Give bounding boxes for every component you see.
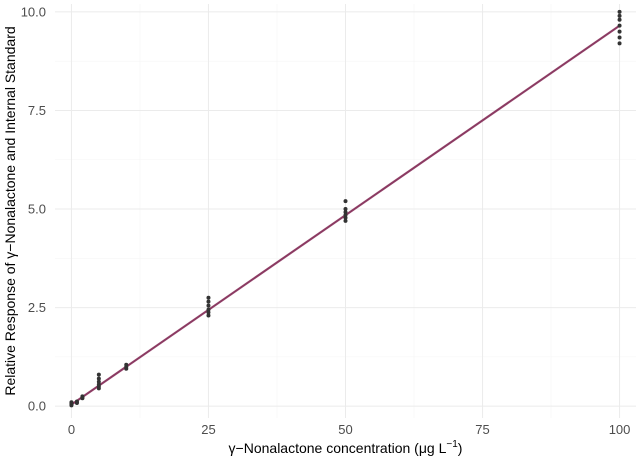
data-point	[343, 207, 348, 212]
data-point	[96, 382, 101, 387]
x-tick-label: 25	[201, 422, 215, 437]
data-point	[124, 362, 129, 367]
data-point	[206, 299, 211, 304]
data-point	[96, 379, 101, 384]
data-point	[617, 35, 622, 40]
data-point	[343, 210, 348, 215]
y-tick-label: 5.0	[28, 202, 46, 217]
y-tick-label: 2.5	[28, 300, 46, 315]
data-points	[69, 9, 622, 408]
x-tick-label: 0	[68, 422, 75, 437]
data-point	[617, 13, 622, 18]
x-axis-title: γ−Nonalactone concentration (μg L−1)	[229, 439, 463, 456]
tick-labels: 0 25 50 75 100 0.0 2.5 5.0 7.5 10.0	[21, 4, 631, 437]
y-tick-label: 7.5	[28, 103, 46, 118]
data-point	[617, 29, 622, 34]
x-axis-title-superscript: −1	[446, 439, 458, 450]
data-point	[343, 215, 348, 220]
x-tick-label: 100	[609, 422, 631, 437]
data-point	[206, 307, 211, 312]
data-point	[206, 303, 211, 308]
data-point	[343, 212, 348, 217]
data-point	[617, 17, 622, 22]
data-point	[96, 372, 101, 377]
data-point	[343, 218, 348, 223]
data-point	[617, 41, 622, 46]
data-point	[617, 9, 622, 14]
data-point	[206, 310, 211, 315]
grid	[55, 4, 636, 418]
data-point	[206, 295, 211, 300]
data-point	[617, 23, 622, 28]
y-axis-title: Relative Response of γ−Nonalactone and I…	[2, 26, 18, 395]
data-point	[96, 376, 101, 381]
y-tick-label: 0.0	[28, 399, 46, 414]
y-tick-label: 10.0	[21, 4, 46, 19]
data-point	[80, 394, 85, 399]
x-axis-title-suffix: )	[458, 440, 463, 456]
data-point	[343, 199, 348, 204]
data-point	[74, 399, 79, 404]
x-axis-title-main: γ−Nonalactone concentration (μg L	[229, 440, 447, 456]
data-point	[206, 313, 211, 318]
data-point	[69, 400, 74, 405]
x-tick-label: 50	[338, 422, 352, 437]
x-tick-label: 75	[475, 422, 489, 437]
